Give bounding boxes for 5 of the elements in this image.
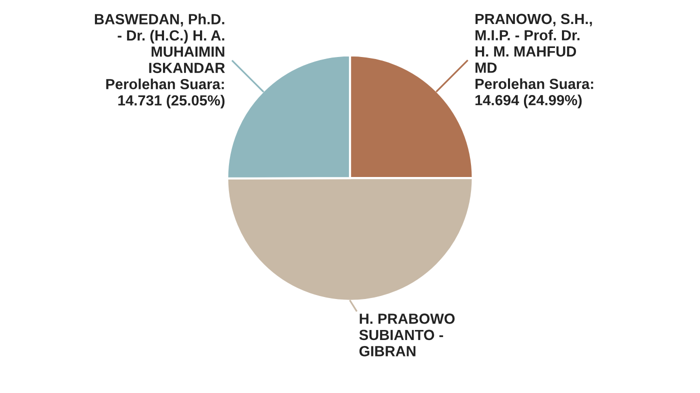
data-label: Perolehan Suara: 14.694 (24.99%): [475, 78, 594, 108]
slice-label: H. PRABOWO SUBIANTO - GIBRAN: [359, 314, 455, 356]
slice-label: PRANOWO, S.H., M.I.P. - Prof. Dr. H. M. MAHFUD MD: [476, 14, 592, 73]
slice-label: BASWEDAN, Ph.D. - Dr. (H.C.) H. A. MUHAIMIN ISKANDAR: [94, 14, 225, 74]
data-label: Perolehan Suara: 14.731 (25.05%): [106, 78, 224, 108]
